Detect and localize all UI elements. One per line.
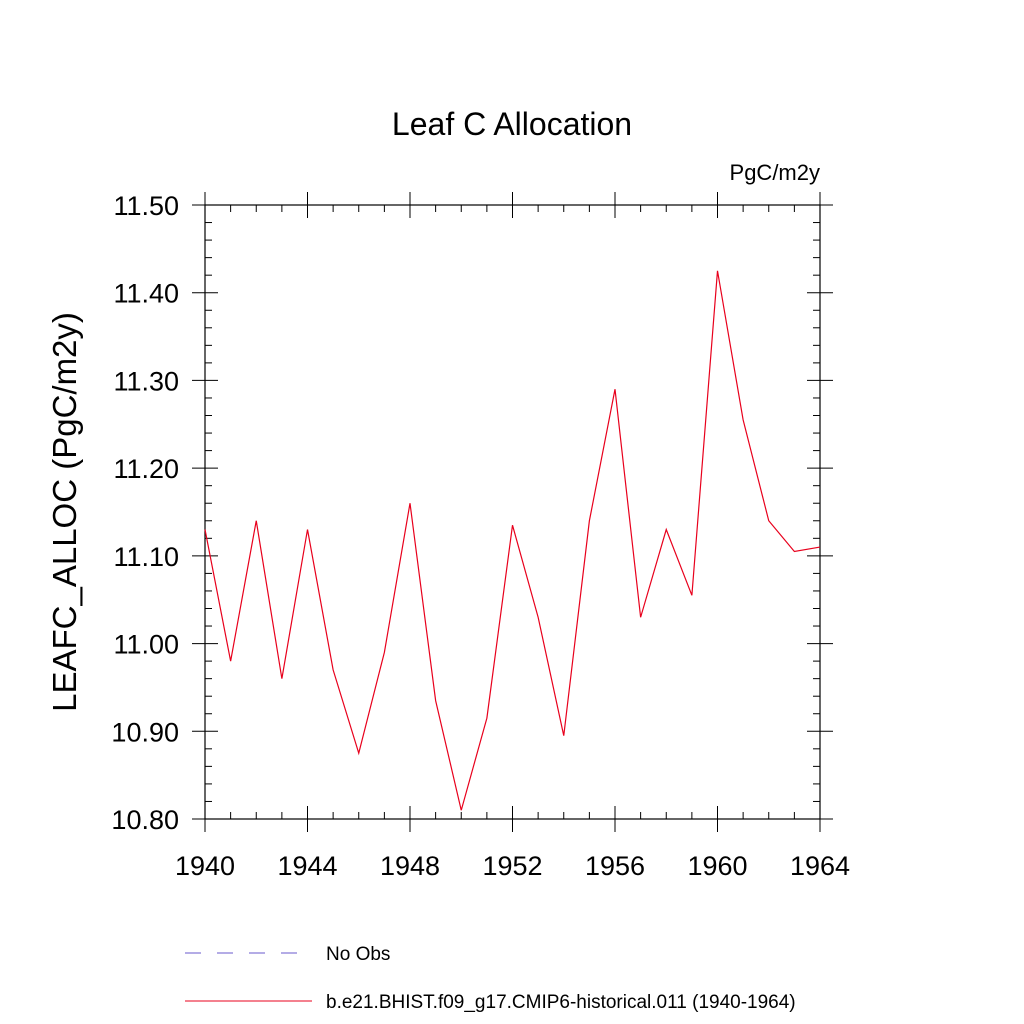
chart-title: Leaf C Allocation: [392, 106, 632, 142]
x-tick-label: 1952: [482, 851, 542, 881]
y-tick-label: 11.50: [113, 191, 179, 221]
plot-frame: [204, 204, 821, 820]
y-tick-label: 11.20: [113, 454, 179, 484]
axes: 1940 1944 1948 1952 1956 1960 1964 10.80 10.90 11…: [111, 191, 850, 881]
legend-label: b.e21.BHIST.f09_g17.CMIP6-historical.011…: [326, 992, 796, 1013]
y-tick-label: 10.80: [111, 805, 179, 835]
y-tick-label: 10.90: [111, 717, 179, 747]
legend-label: No Obs: [326, 944, 390, 965]
y-axis-label: LEAFC_ALLOC (PgC/m2y): [46, 312, 83, 712]
y-tick-label: 11.40: [113, 279, 179, 309]
x-tick-label: 1944: [277, 851, 337, 881]
legend: No Obs b.e21.BHIST.f09_g17.CMIP6-historic…: [185, 944, 796, 1013]
x-tick-label: 1964: [790, 851, 850, 881]
x-tick-label: 1948: [380, 851, 440, 881]
units-label: PgC/m2y: [730, 160, 820, 185]
x-tick-label: 1940: [175, 851, 235, 881]
series-layer: [204, 270, 821, 811]
y-tick-label: 11.30: [113, 366, 179, 396]
x-tick-label: 1960: [687, 851, 747, 881]
y-tick-label: 11.10: [113, 542, 179, 572]
y-tick-label: 11.00: [113, 630, 179, 660]
series-line: [204, 270, 821, 811]
x-tick-label: 1956: [585, 851, 645, 881]
